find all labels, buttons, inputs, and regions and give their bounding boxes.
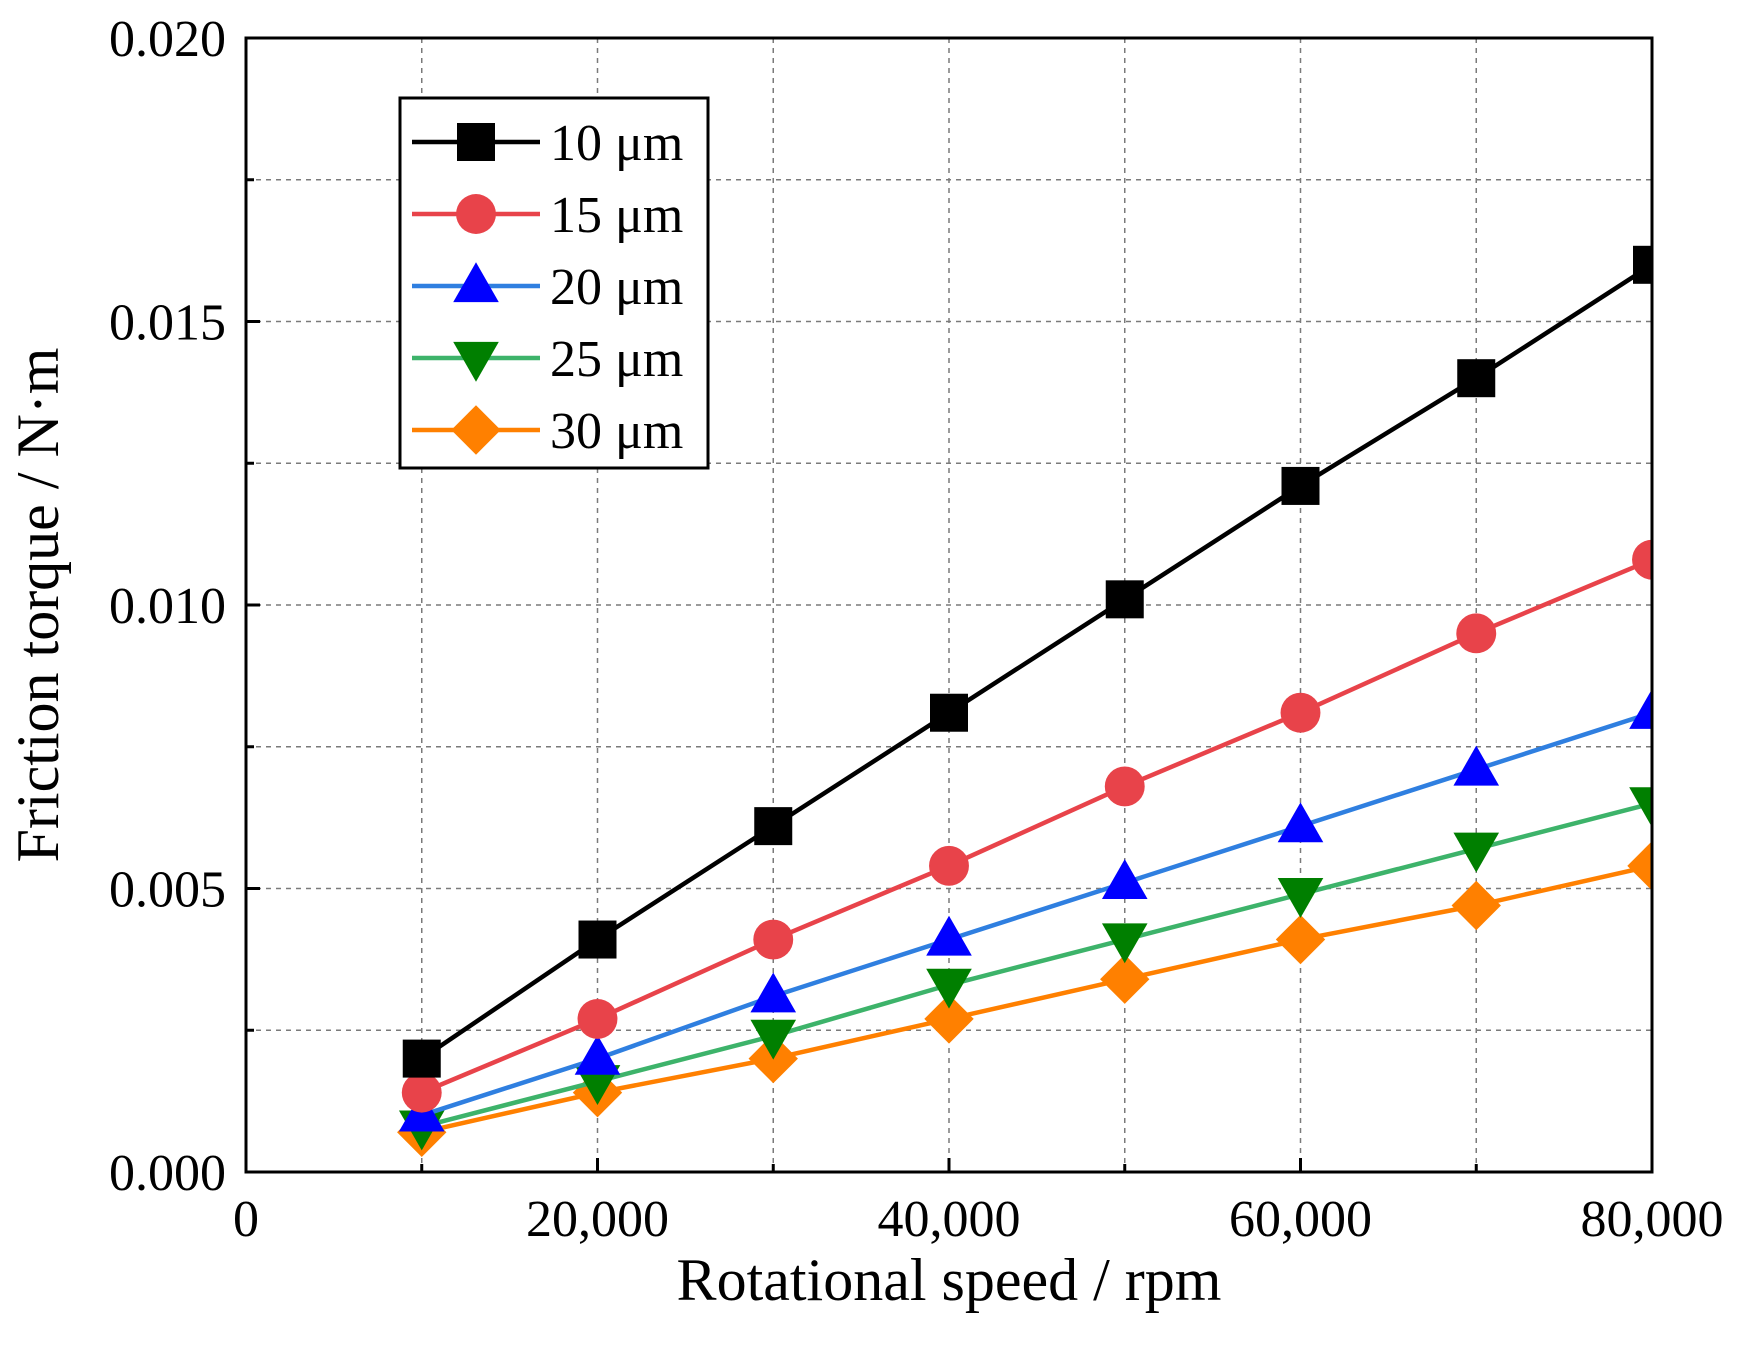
series-line — [421, 710, 1652, 1118]
legend-label: 20 μm — [550, 259, 683, 316]
series-4 — [397, 841, 1652, 1158]
series-2 — [398, 688, 1652, 1132]
axis-ticks: 0 20,000 40,000 60,000 80,000 0.000 0.005 0.010… — [109, 11, 1724, 1248]
x-tick-label: 60,000 — [1229, 1191, 1372, 1248]
legend-box — [398, 96, 710, 470]
x-tick-label: 0 — [233, 1191, 259, 1248]
legend-marker — [453, 341, 499, 382]
x-tick-label: 20,000 — [526, 1191, 669, 1248]
data-point — [1632, 539, 1652, 580]
series-line — [420, 262, 1652, 1061]
series-line — [420, 557, 1652, 1095]
data-point — [574, 1034, 621, 1075]
legend-marker — [453, 262, 499, 303]
y-tick-label: 0.010 — [109, 578, 226, 635]
y-tick-label: 0.015 — [109, 295, 226, 352]
data-point — [1457, 359, 1496, 398]
data-point — [1451, 880, 1501, 931]
legend-marker — [457, 123, 495, 161]
data-point — [1453, 832, 1500, 873]
data-point — [1104, 766, 1145, 807]
legend-marker — [451, 405, 501, 455]
data-point — [926, 915, 972, 956]
y-tick-label: 0.000 — [109, 1145, 226, 1202]
x-axis-title: Rotational speed / rpm — [677, 1247, 1222, 1313]
legend-item: 25 μm — [412, 331, 683, 388]
data-point — [930, 693, 968, 732]
data-point — [574, 1065, 621, 1106]
legend-item: 30 μm — [412, 403, 683, 460]
data-point — [1456, 613, 1497, 654]
y-tick-label: 0.020 — [109, 11, 226, 68]
data-point — [926, 968, 972, 1009]
data-point — [753, 919, 794, 960]
legend-item: 15 μm — [412, 187, 683, 244]
x-tick-label: 40,000 — [878, 1191, 1021, 1248]
data-point — [929, 845, 969, 886]
y-axis-title: Friction torque / N·m — [5, 348, 71, 863]
series-line — [421, 863, 1652, 1135]
data-point — [1105, 580, 1144, 619]
data-point — [1100, 954, 1150, 1004]
data-point — [1629, 787, 1652, 828]
data-point — [754, 807, 793, 846]
series-1 — [401, 539, 1652, 1113]
data-point — [578, 920, 617, 959]
x-tick-label: 80,000 — [1581, 1191, 1724, 1248]
series-0 — [402, 245, 1652, 1078]
legend-label: 25 μm — [550, 331, 683, 388]
legend-item: 10 μm — [412, 115, 683, 172]
data-point — [1629, 688, 1652, 729]
data-point — [402, 1039, 441, 1078]
data-point — [1277, 878, 1324, 918]
series-line — [421, 801, 1652, 1129]
data-point — [1275, 914, 1326, 965]
data-point — [750, 972, 797, 1013]
series-layer — [397, 245, 1652, 1158]
data-point — [1627, 841, 1652, 891]
data-point — [1277, 802, 1324, 843]
legend-label: 10 μm — [550, 115, 683, 172]
data-point — [750, 1019, 797, 1060]
legend-label: 15 μm — [550, 187, 683, 244]
data-point — [1101, 859, 1148, 899]
data-point — [1280, 692, 1321, 733]
data-point — [924, 994, 974, 1044]
legend-marker — [456, 194, 496, 234]
data-point — [1633, 245, 1652, 284]
series-3 — [398, 787, 1652, 1151]
data-point — [577, 998, 618, 1039]
legend-label: 30 μm — [550, 403, 683, 460]
legend-item: 20 μm — [412, 259, 683, 316]
legend: 10 μm 15 μm 20 μm 25 μm 30 μm — [398, 96, 710, 470]
y-tick-label: 0.005 — [109, 862, 226, 919]
data-point — [401, 1072, 442, 1113]
data-point — [1281, 466, 1320, 505]
data-point — [1101, 923, 1148, 964]
data-point — [1453, 745, 1500, 786]
